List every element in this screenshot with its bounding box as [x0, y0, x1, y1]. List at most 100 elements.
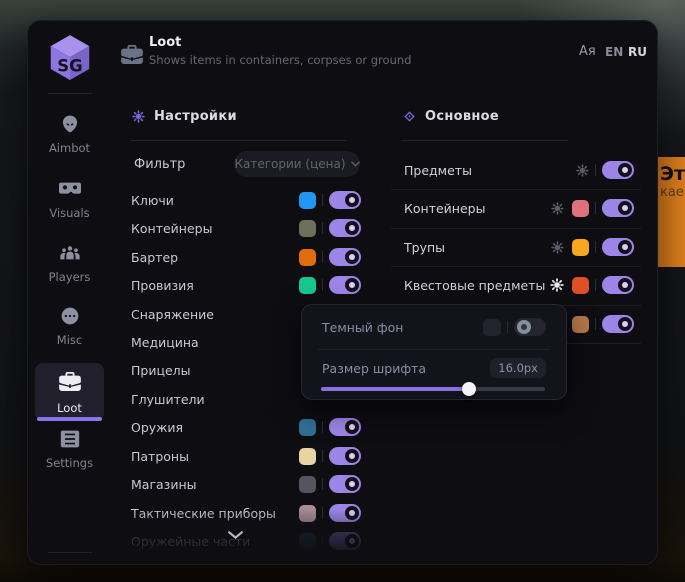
sidebar-item-loot[interactable]: Loot [35, 363, 104, 421]
right-section-title: Основное [425, 109, 500, 124]
sidebar-item-label: Visuals [49, 206, 90, 220]
color-swatch[interactable] [572, 276, 589, 294]
scroll-more-chevron-icon[interactable] [227, 526, 244, 545]
banner-text-1: Эт [660, 163, 685, 185]
main-option-row: Контейнеры [404, 195, 634, 221]
option-toggle[interactable] [602, 161, 634, 179]
sidebar-item-visuals[interactable]: Visuals [28, 178, 111, 220]
color-swatch[interactable] [299, 248, 316, 266]
divider [595, 279, 596, 291]
row-separator [391, 266, 641, 267]
loot-category-row: Патроны [131, 445, 361, 467]
alien-icon [58, 113, 82, 135]
option-toggle[interactable] [602, 238, 634, 256]
color-swatch[interactable] [299, 447, 316, 465]
category-label: Прицелы [131, 362, 191, 378]
dark-bg-toggle[interactable] [514, 318, 546, 336]
loot-category-row: Ключи [131, 189, 361, 211]
loot-category-row: Оружия [131, 416, 361, 438]
category-toggle[interactable] [329, 504, 361, 522]
category-label: Оружия [131, 419, 184, 435]
color-swatch[interactable] [299, 191, 316, 209]
sidebar-item-label: Settings [45, 456, 94, 470]
loot-category-row: Магазины [131, 473, 361, 495]
left-section-header: Настройки [132, 109, 237, 124]
popup-divider [318, 349, 550, 350]
row-separator [391, 228, 641, 229]
sidebar-divider-top [48, 93, 92, 94]
list-icon [58, 428, 82, 450]
lang-button-en[interactable]: EN [605, 45, 624, 59]
option-toggle[interactable] [602, 315, 634, 333]
color-swatch[interactable] [572, 199, 589, 217]
sidebar-item-players[interactable]: Players [28, 242, 111, 284]
slider-knob[interactable] [461, 382, 476, 396]
divider [507, 321, 508, 333]
category-toggle[interactable] [329, 447, 361, 465]
goggles-icon [58, 178, 82, 200]
sidebar-divider-bottom [48, 552, 92, 553]
color-swatch[interactable] [483, 318, 501, 336]
row-separator [391, 189, 641, 190]
category-toggle[interactable] [329, 276, 361, 294]
gear-icon[interactable] [576, 163, 589, 177]
category-toggle[interactable] [329, 418, 361, 436]
divider [322, 279, 323, 291]
option-label: Контейнеры [404, 200, 486, 216]
gear-icon[interactable] [551, 240, 564, 254]
color-swatch[interactable] [299, 418, 316, 436]
players-icon [58, 242, 82, 264]
color-swatch[interactable] [572, 315, 589, 333]
category-toggle[interactable] [329, 475, 361, 493]
option-toggle[interactable] [602, 276, 634, 294]
translate-icon: Aя [579, 44, 596, 59]
loot-header-icon [121, 45, 143, 68]
sidebar: SG Aimbot Visuals Players [28, 21, 111, 564]
sidebar-item-label: Aimbot [48, 141, 91, 155]
font-size-row: Размер шрифта 16.0px [322, 350, 546, 386]
category-toggle[interactable] [329, 248, 361, 266]
filter-dropdown-value: Категории (цена) [234, 157, 346, 171]
category-label: Медицина [131, 334, 199, 350]
main-option-row: Предметы [404, 157, 634, 183]
color-swatch[interactable] [299, 219, 316, 237]
gear-icon[interactable] [550, 278, 564, 292]
font-size-value: 16.0px [490, 358, 546, 378]
ellipsis-icon [58, 305, 82, 327]
color-swatch[interactable] [299, 475, 316, 493]
main-option-row: Трупы [404, 234, 634, 260]
color-swatch[interactable] [572, 238, 589, 256]
color-swatch[interactable] [299, 504, 316, 522]
main-option-row: Квестовые предметы [404, 272, 634, 298]
color-swatch[interactable] [299, 276, 316, 294]
divider [322, 535, 323, 547]
banner-text-2: кае [660, 185, 684, 200]
page-title: Loot [149, 35, 182, 50]
sidebar-item-label: Loot [57, 401, 82, 415]
sidebar-item-aimbot[interactable]: Aimbot [28, 113, 111, 155]
loot-category-row: Оружейные части [131, 530, 361, 552]
filter-dropdown[interactable]: Категории (цена) [234, 151, 360, 177]
sidebar-item-misc[interactable]: Misc [28, 305, 111, 347]
right-section-header: Основное [403, 109, 499, 124]
category-label: Патроны [131, 448, 189, 464]
main-option-row [404, 311, 634, 337]
category-toggle[interactable] [329, 219, 361, 237]
lang-button-ru[interactable]: RU [628, 45, 647, 59]
style-popup: Темный фон Размер шрифта 16.0px [301, 304, 567, 400]
color-swatch[interactable] [299, 532, 316, 550]
gear-icon[interactable] [551, 201, 564, 215]
category-toggle[interactable] [329, 532, 361, 550]
page-subtitle: Shows items in containers, corpses or gr… [149, 53, 412, 67]
category-label: Ключи [131, 192, 174, 208]
category-toggle[interactable] [329, 191, 361, 209]
sidebar-item-label: Misc [56, 333, 83, 347]
sidebar-item-settings[interactable]: Settings [28, 428, 111, 470]
font-size-slider[interactable] [321, 382, 545, 396]
divider [322, 450, 323, 462]
loot-category-row: Прицелы [131, 359, 361, 381]
left-section-divider [131, 140, 346, 141]
briefcase-icon [58, 372, 81, 395]
diamond-icon [404, 111, 415, 122]
option-toggle[interactable] [602, 199, 634, 217]
